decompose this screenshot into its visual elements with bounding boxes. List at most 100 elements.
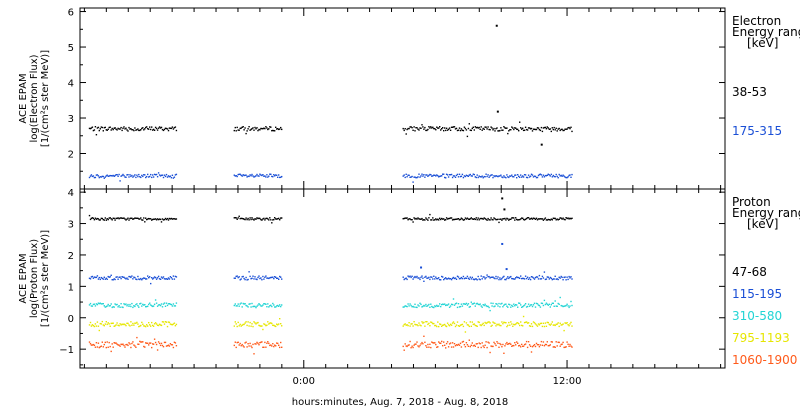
electron-point [238, 173, 240, 175]
proton-point [564, 305, 566, 307]
proton-point [150, 218, 152, 220]
proton-point [503, 218, 505, 220]
proton-point [551, 321, 553, 323]
proton-point [531, 346, 534, 348]
proton-point [562, 279, 564, 281]
electron-point [444, 127, 446, 129]
proton-point [503, 275, 505, 278]
proton-point [158, 342, 161, 345]
proton-point [515, 344, 517, 346]
proton-point [525, 306, 528, 308]
proton-point [430, 276, 432, 278]
proton-point [153, 338, 156, 340]
electron-point [273, 130, 275, 132]
proton-point [412, 221, 414, 223]
electron-point [418, 129, 420, 131]
proton-point [110, 350, 112, 353]
electron-point [500, 174, 502, 176]
proton-point [568, 306, 570, 309]
proton-point [568, 275, 570, 278]
proton-point [482, 276, 484, 278]
electron-point [480, 126, 482, 128]
electron-point [515, 174, 517, 176]
proton-point [495, 344, 497, 347]
proton-point [498, 302, 500, 305]
electron-point [436, 126, 438, 128]
proton-point [566, 276, 568, 278]
proton-point [423, 219, 425, 221]
proton-point [108, 341, 110, 344]
proton-point [566, 303, 568, 305]
proton-point [525, 340, 528, 343]
electron-point [108, 175, 110, 177]
proton-point [507, 218, 509, 220]
proton-point [165, 278, 168, 280]
proton-y-axis-label-line: [1/(cm²s ster MeV)] [40, 230, 51, 327]
proton-point [422, 322, 424, 324]
proton-point [445, 325, 448, 328]
electron-point [442, 127, 444, 129]
electron-point [494, 130, 496, 132]
electron-y-axis-label-line: log(Electron Flux) [29, 54, 40, 142]
proton-point [451, 342, 454, 344]
proton-point [233, 277, 235, 279]
proton-point [523, 304, 526, 306]
proton-y-axis-label-line: log(Proton Flux) [29, 239, 40, 318]
electron-point [280, 126, 282, 129]
electron-point [534, 128, 537, 131]
proton-point [544, 322, 547, 324]
proton-point [151, 305, 153, 307]
electron-point [259, 173, 261, 175]
electron-point [517, 174, 519, 176]
proton-point [106, 305, 108, 307]
proton-point [500, 278, 502, 281]
electron-point [173, 127, 176, 129]
electron-point [505, 177, 507, 179]
proton-point [152, 324, 154, 327]
electron-point [476, 126, 478, 129]
proton-legend-title-line: Energy range [732, 206, 800, 220]
electron-point [541, 130, 544, 133]
electron-point [490, 174, 492, 176]
proton-point [431, 276, 433, 278]
proton-point [103, 276, 105, 278]
electron-point [412, 129, 414, 131]
proton-point [565, 322, 567, 325]
electron-point [499, 175, 501, 177]
proton-point [472, 323, 474, 326]
proton-point [437, 218, 439, 220]
proton-point [144, 325, 146, 327]
proton-point [280, 217, 282, 219]
electron-point [139, 176, 141, 178]
proton-point [110, 303, 112, 305]
proton-point [541, 218, 544, 220]
proton-point [151, 321, 153, 324]
proton-point [239, 217, 241, 220]
proton-point [505, 343, 507, 345]
proton-point [115, 342, 117, 344]
electron-point [117, 127, 119, 130]
electron-point [440, 129, 442, 131]
proton-point [130, 321, 132, 323]
proton-point [234, 341, 236, 343]
proton-point [251, 277, 253, 279]
electron-point [484, 176, 486, 178]
proton-point [503, 304, 505, 306]
electron-point [449, 129, 452, 131]
proton-point [238, 344, 240, 346]
proton-point [479, 324, 481, 326]
electron-point [538, 128, 541, 131]
proton-point [493, 277, 495, 279]
proton-point [513, 323, 515, 326]
proton-point [125, 344, 127, 346]
electron-point [141, 174, 143, 177]
proton-point [116, 322, 118, 324]
electron-point [92, 129, 95, 132]
electron-point [254, 175, 256, 178]
proton-point [449, 217, 452, 219]
proton-point [527, 341, 530, 343]
proton-point [547, 276, 549, 278]
proton-point [549, 306, 551, 308]
proton-point [550, 323, 552, 325]
proton-point [563, 329, 565, 332]
